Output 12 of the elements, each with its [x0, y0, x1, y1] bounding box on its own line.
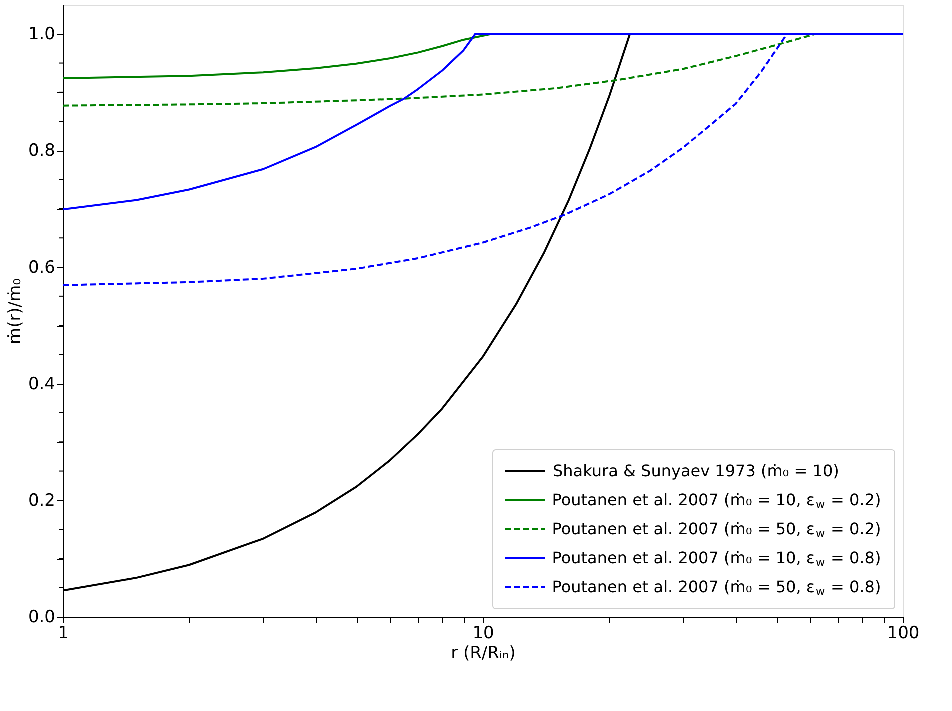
legend-label: Shakura & Sunyaev 1973 (ṁ₀ = 10) — [553, 462, 840, 480]
y-tick-label: 1.0 — [28, 24, 56, 45]
y-tick-label: 0.2 — [28, 490, 56, 511]
y-tick-label: 0.6 — [28, 258, 56, 278]
y-axis-title: ṁ(r)/ṁ₀ — [5, 278, 26, 344]
x-axis-title: r (R/Rᵢₙ) — [451, 644, 516, 664]
y-tick-label: 0.4 — [28, 374, 56, 394]
x-tick-label: 10 — [472, 624, 494, 644]
y-tick-label: 0.0 — [28, 608, 56, 628]
x-tick-label: 1 — [58, 624, 69, 644]
y-tick-label: 0.8 — [28, 141, 56, 162]
x-tick-label: 100 — [887, 624, 920, 644]
